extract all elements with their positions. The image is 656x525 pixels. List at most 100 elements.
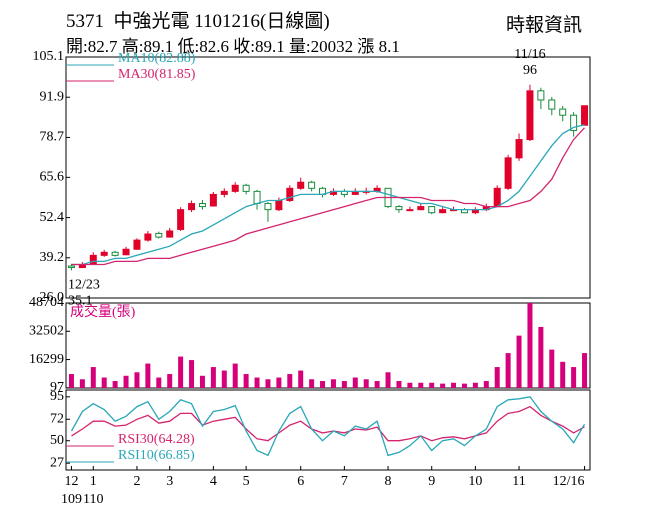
quote-value: 82.7 bbox=[87, 37, 118, 56]
quote-label: 收: bbox=[233, 37, 255, 56]
candle-body bbox=[209, 193, 217, 207]
candle-body bbox=[439, 209, 447, 214]
ma-line bbox=[71, 127, 585, 266]
candle-body bbox=[111, 251, 119, 256]
candle-body bbox=[548, 99, 556, 110]
candle-body bbox=[570, 114, 578, 131]
candle-body bbox=[559, 108, 567, 116]
volume-bar bbox=[276, 377, 282, 388]
candle-body bbox=[155, 232, 163, 238]
volume-bar bbox=[352, 377, 358, 388]
quote-value: 82.6 bbox=[199, 37, 229, 56]
y-tick-label: 105.1 bbox=[33, 49, 65, 64]
x-tick-label: 12/16 bbox=[553, 474, 585, 489]
volume-bar bbox=[451, 382, 457, 388]
volume-bar bbox=[472, 382, 478, 388]
annotation-value: 96 bbox=[523, 63, 537, 78]
volume-bar bbox=[341, 381, 347, 388]
x-tick-label: 10 bbox=[468, 474, 482, 489]
volume-bar bbox=[221, 370, 227, 388]
volume-bar bbox=[178, 356, 184, 388]
quote-value: 8.1 bbox=[378, 37, 400, 56]
volume-bar bbox=[418, 382, 424, 388]
quote-label: 高: bbox=[121, 37, 144, 56]
candle-body bbox=[308, 181, 316, 189]
y-tick-label: 32502 bbox=[29, 323, 64, 338]
volume-bar bbox=[287, 374, 293, 388]
volume-bar bbox=[265, 379, 271, 388]
ma-line bbox=[71, 124, 585, 266]
volume-bar bbox=[330, 379, 336, 388]
volume-bar bbox=[571, 367, 577, 388]
legend-label: MA30(81.85) bbox=[118, 67, 196, 82]
annotation-date: 12/23 bbox=[68, 277, 100, 292]
candle-body bbox=[406, 209, 414, 212]
y-tick-label: 95 bbox=[50, 389, 64, 404]
volume-bar bbox=[560, 361, 566, 388]
volume-bar bbox=[156, 377, 162, 388]
legend-label: MA10(82.88) bbox=[118, 51, 196, 66]
legend-label: RSI10(66.85) bbox=[118, 448, 195, 463]
candle-body bbox=[395, 206, 403, 211]
volume-bar bbox=[407, 382, 413, 388]
quote-value: 89.1 bbox=[254, 37, 285, 56]
volume-bar bbox=[298, 370, 304, 388]
candle-body bbox=[100, 251, 108, 256]
y-tick-label: 26.0 bbox=[40, 290, 65, 305]
y-tick-label: 16299 bbox=[29, 352, 64, 367]
candle-body bbox=[264, 203, 272, 211]
candle-body bbox=[493, 187, 501, 208]
x-tick-label: 3 bbox=[166, 474, 173, 489]
volume-bar bbox=[374, 381, 380, 388]
rsi-line bbox=[71, 405, 585, 442]
panel-frame bbox=[65, 389, 591, 471]
y-tick-label: 27 bbox=[50, 455, 64, 470]
series-label: 成交量(張) bbox=[70, 303, 136, 320]
x-tick-label: 9 bbox=[428, 474, 435, 489]
volume-bar bbox=[320, 381, 326, 388]
chart-title: 5371 中強光電 1101216(日線圖) bbox=[66, 11, 330, 32]
volume-bar bbox=[112, 381, 118, 388]
volume-bar bbox=[440, 383, 446, 388]
y-tick-label: 91.9 bbox=[40, 89, 65, 104]
volume-bar bbox=[396, 381, 402, 388]
candle-body bbox=[428, 206, 436, 214]
candle-body bbox=[286, 187, 294, 202]
volume-bar bbox=[429, 382, 435, 388]
candle-body bbox=[504, 157, 512, 189]
y-tick-label: 72 bbox=[50, 411, 64, 426]
volume-bar bbox=[232, 363, 238, 388]
y-tick-label: 78.7 bbox=[40, 130, 65, 145]
candle-body bbox=[581, 105, 589, 126]
volume-bar bbox=[243, 374, 249, 388]
volume-bar bbox=[134, 372, 140, 388]
volume-bar bbox=[505, 353, 511, 388]
quote-label: 漲 bbox=[357, 37, 379, 56]
y-tick-label: 48704 bbox=[29, 295, 64, 310]
candle-body bbox=[526, 90, 534, 141]
volume-bar bbox=[461, 383, 467, 388]
y-tick-label: 65.6 bbox=[40, 170, 65, 185]
legend-label: RSI30(64.28) bbox=[118, 432, 195, 447]
candle-body bbox=[220, 190, 228, 195]
volume-bar bbox=[309, 379, 315, 388]
y-tick-label: 52.4 bbox=[40, 210, 65, 225]
candle-body bbox=[417, 206, 425, 211]
volume-bar bbox=[483, 381, 489, 388]
volume-bar bbox=[68, 374, 74, 388]
rsi-line bbox=[70, 396, 586, 457]
candle-body bbox=[198, 203, 206, 208]
x-tick-label: 8 bbox=[385, 474, 392, 489]
panel-frame bbox=[65, 302, 591, 389]
volume-bar bbox=[167, 374, 173, 388]
y-tick-label: 39.2 bbox=[40, 250, 65, 265]
candle-body bbox=[177, 209, 185, 230]
x-tick-label: 6 bbox=[297, 474, 304, 489]
volume-bar bbox=[101, 377, 107, 388]
annotation-value: 35.1 bbox=[68, 293, 93, 308]
candle-body bbox=[242, 184, 250, 192]
candle-body bbox=[537, 90, 545, 101]
x-year-label: 110 bbox=[83, 492, 103, 507]
